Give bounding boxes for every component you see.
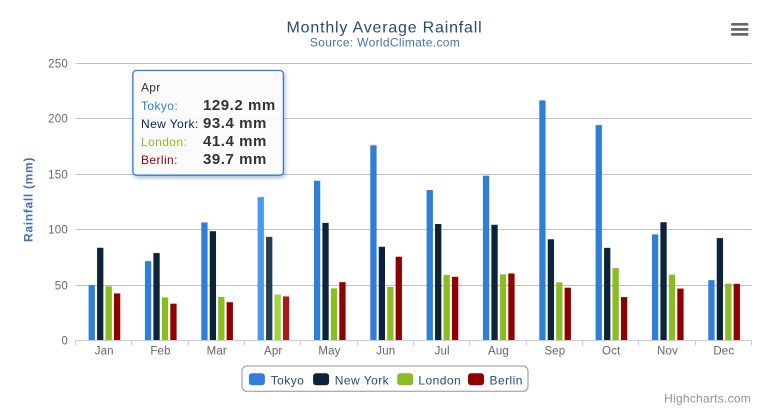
svg-text:150: 150 xyxy=(48,170,68,182)
svg-text:Feb: Feb xyxy=(150,346,170,358)
svg-text:Apr: Apr xyxy=(141,81,161,95)
svg-text:129.2 mm: 129.2 mm xyxy=(203,97,276,114)
svg-text:Apr: Apr xyxy=(264,346,282,358)
svg-text:Berlin: Berlin xyxy=(490,374,523,388)
svg-text:39.7 mm: 39.7 mm xyxy=(203,151,267,168)
svg-text:0: 0 xyxy=(61,336,68,348)
svg-text:May: May xyxy=(318,346,340,358)
svg-text:Mar: Mar xyxy=(207,346,227,358)
svg-text:Berlin:: Berlin: xyxy=(141,153,178,167)
svg-text:41.4 mm: 41.4 mm xyxy=(203,133,267,150)
svg-text:Jun: Jun xyxy=(376,346,395,358)
svg-text:Jul: Jul xyxy=(435,346,450,358)
svg-text:London:: London: xyxy=(141,135,187,149)
svg-text:London: London xyxy=(418,374,461,388)
svg-text:Monthly Average Rainfall: Monthly Average Rainfall xyxy=(287,20,483,37)
svg-text:New York: New York xyxy=(335,374,390,388)
svg-text:250: 250 xyxy=(48,59,68,71)
svg-text:200: 200 xyxy=(48,114,68,126)
svg-text:100: 100 xyxy=(48,225,68,237)
svg-text:Dec: Dec xyxy=(713,346,734,358)
svg-text:Highcharts.com: Highcharts.com xyxy=(664,392,751,406)
svg-text:Nov: Nov xyxy=(657,346,678,358)
svg-text:Oct: Oct xyxy=(602,346,621,358)
svg-text:Source: WorldClimate.com: Source: WorldClimate.com xyxy=(310,36,460,50)
svg-text:Aug: Aug xyxy=(488,346,509,358)
svg-text:Jan: Jan xyxy=(95,346,114,358)
svg-text:50: 50 xyxy=(55,281,68,293)
svg-text:Sep: Sep xyxy=(544,346,565,358)
svg-text:Tokyo:: Tokyo: xyxy=(141,99,178,113)
svg-text:Rainfall (mm): Rainfall (mm) xyxy=(22,157,36,242)
svg-text:93.4 mm: 93.4 mm xyxy=(203,115,267,132)
svg-text:New York:: New York: xyxy=(141,117,199,131)
svg-text:Tokyo: Tokyo xyxy=(271,374,305,388)
